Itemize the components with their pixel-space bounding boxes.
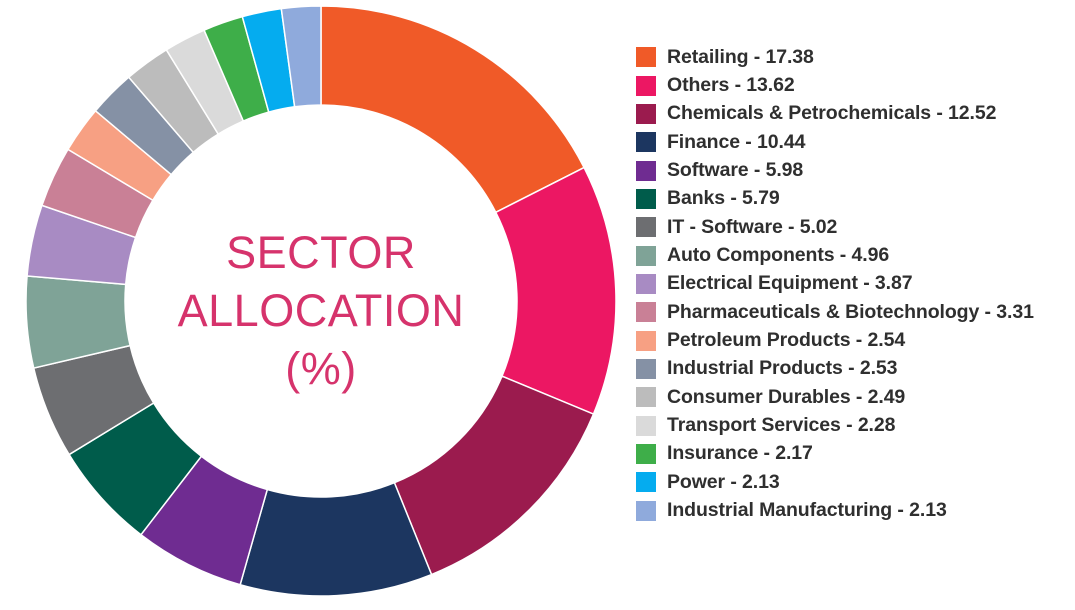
legend-swatch [636, 103, 656, 124]
legend-label: Others - 13.62 [667, 74, 795, 97]
chart-title-line-1: SECTOR [226, 227, 416, 278]
donut-slice-industrial-manufacturing [280, 5, 322, 108]
legend-swatch [636, 358, 656, 379]
legend-label: Transport Services - 2.28 [667, 414, 896, 437]
legend-item: Consumer Durables - 2.49 [636, 383, 1068, 411]
legend-item: Pharmaceuticals & Biotechnology - 3.31 [636, 298, 1068, 326]
legend-item: Petroleum Products - 2.54 [636, 326, 1068, 354]
legend-swatch [636, 415, 656, 436]
legend-label: Insurance - 2.17 [667, 442, 813, 465]
donut-chart [25, 5, 617, 597]
legend-swatch [636, 217, 656, 238]
chart-title: SECTOR ALLOCATION (%) [121, 224, 521, 398]
legend-item: Industrial Products - 2.53 [636, 355, 1068, 383]
legend-label: Consumer Durables - 2.49 [667, 385, 906, 408]
legend-swatch [636, 160, 656, 181]
legend-label: Industrial Manufacturing - 2.13 [667, 499, 947, 522]
legend-swatch [636, 47, 656, 68]
legend-label: IT - Software - 5.02 [667, 215, 838, 238]
donut-slice-chemicals-petrochemicals [393, 375, 595, 576]
legend-swatch [636, 75, 656, 96]
legend-item: Power - 2.13 [636, 468, 1068, 496]
legend-swatch [636, 387, 656, 408]
legend-label: Chemicals & Petrochemicals - 12.52 [667, 102, 997, 125]
legend-label: Pharmaceuticals & Biotechnology - 3.31 [667, 300, 1034, 323]
chart-title-line-2: ALLOCATION [177, 285, 465, 336]
legend-label: Electrical Equipment - 3.87 [667, 272, 913, 295]
legend-item: Auto Components - 4.96 [636, 241, 1068, 269]
legend-swatch [636, 472, 656, 493]
legend-swatch [636, 500, 656, 521]
legend-item: Software - 5.98 [636, 156, 1068, 184]
legend-item: Finance - 10.44 [636, 128, 1068, 156]
chart-legend: Retailing - 17.38 Others - 13.62 Chemicals… [636, 43, 1068, 525]
legend-swatch [636, 273, 656, 294]
legend-swatch [636, 302, 656, 323]
legend-swatch [636, 443, 656, 464]
legend-swatch [636, 188, 656, 209]
donut-slice-retailing [320, 5, 586, 214]
legend-label: Industrial Products - 2.53 [667, 357, 898, 380]
legend-label: Petroleum Products - 2.54 [667, 329, 906, 352]
legend-item: IT - Software - 5.02 [636, 213, 1068, 241]
legend-label: Software - 5.98 [667, 159, 804, 182]
legend-swatch [636, 132, 656, 153]
legend-label: Retailing - 17.38 [667, 45, 814, 68]
legend-label: Power - 2.13 [667, 470, 780, 493]
legend-item: Retailing - 17.38 [636, 43, 1068, 71]
legend-item: Industrial Manufacturing - 2.13 [636, 497, 1068, 525]
legend-swatch [636, 245, 656, 266]
legend-label: Finance - 10.44 [667, 130, 806, 153]
legend-label: Banks - 5.79 [667, 187, 780, 210]
chart-title-line-3: (%) [285, 343, 357, 394]
legend-item: Transport Services - 2.28 [636, 411, 1068, 439]
legend-item: Others - 13.62 [636, 71, 1068, 99]
legend-label: Auto Components - 4.96 [667, 244, 890, 267]
legend-item: Electrical Equipment - 3.87 [636, 270, 1068, 298]
legend-item: Chemicals & Petrochemicals - 12.52 [636, 100, 1068, 128]
legend-swatch [636, 330, 656, 351]
legend-item: Banks - 5.79 [636, 185, 1068, 213]
legend-item: Insurance - 2.17 [636, 440, 1068, 468]
